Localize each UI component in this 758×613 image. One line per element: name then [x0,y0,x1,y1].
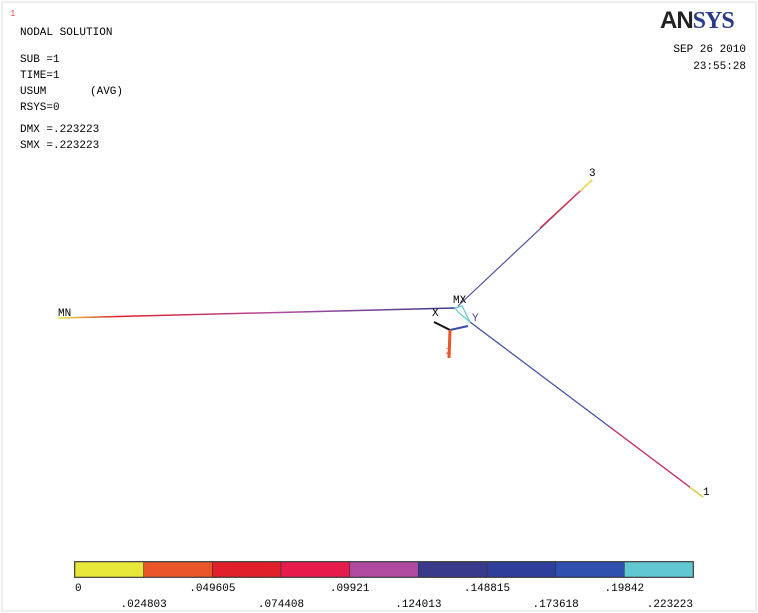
node-label: 1 [703,487,710,499]
date: SEP 26 2010 [673,44,746,56]
beam-lower-tip [689,486,704,498]
legend-label: .124013 [395,599,441,611]
legend-swatch [280,561,350,578]
info-line: USUM [20,86,46,98]
avg-label: (AVG) [90,86,123,98]
legend-swatch [212,561,282,578]
info-line: SUB =1 [20,54,60,66]
beam-left [57,307,456,319]
legend-label: .074408 [258,599,304,611]
logo: ANSYS [660,7,734,34]
legend-swatch [555,561,625,578]
max-label: MX [453,295,467,307]
legend-swatch [624,561,694,578]
legend-label: .223223 [647,599,693,611]
axis-label: Z [446,347,452,357]
min-label: MN [58,308,71,320]
info-line: DMX =.223223 [20,124,99,136]
axis-label: Y [472,313,479,325]
legend-label: .148815 [464,583,510,595]
title: NODAL SOLUTION [20,27,112,39]
legend-label: 0 [75,583,82,595]
node-label: 3 [589,168,596,180]
window-number: 1 [10,9,15,19]
legend-swatch [349,561,419,578]
legend-label: .09921 [330,583,370,595]
legend-label: .024803 [121,599,167,611]
triad-z [447,329,452,359]
legend-label: .173618 [533,599,579,611]
axis-label: X [432,308,439,320]
legend-swatch [486,561,556,578]
legend-label: .19842 [605,583,645,595]
joint [453,305,471,323]
beam-lower-hot [609,426,704,498]
logo-bold: AN [660,7,693,34]
time: 23:55:28 [693,61,746,73]
legend: 0 .049605 .09921 .148815 .19842 .024803 .07440… [74,561,694,611]
info-line: SMX =.223223 [20,140,99,152]
legend-swatch [418,561,488,578]
triad-x [433,321,451,331]
info-line: TIME=1 [20,70,60,82]
triad-y [449,325,469,331]
beam-upper-tip [579,179,593,192]
logo-serif: SYS [693,8,735,34]
model [57,179,704,498]
legend-swatch [74,561,144,578]
legend-swatch [143,561,213,578]
legend-label: .049605 [189,583,235,595]
info-line: RSYS=0 [20,102,60,114]
